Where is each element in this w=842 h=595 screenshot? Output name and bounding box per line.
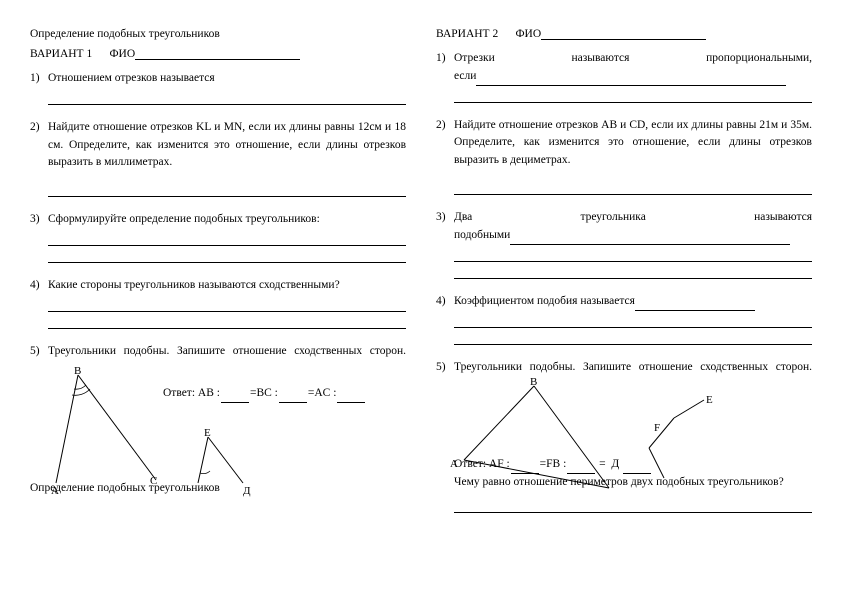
variant-label: ВАРИАНТ 2 [436,28,498,40]
q1-text: Отношением отрезков называется [48,72,215,84]
answer-line[interactable] [454,182,812,195]
variant-header: ВАРИАНТ 2 ФИО [436,28,812,40]
q1-line1: Отрезки называются пропорциональными, [454,50,812,68]
answer-mid2: =AC : [308,387,337,399]
variant-header: ВАРИАНТ 1 ФИО [30,48,406,60]
question-list: 1) Отрезки называются пропорциональными,… [436,50,812,523]
q5-number: 5) [30,343,40,361]
q2-text: Найдите отношение отрезков KL и MN, если… [48,121,406,169]
vertex-d: Д [611,458,619,470]
answer-line[interactable] [454,315,812,328]
q3-number: 3) [30,211,40,229]
answer-line[interactable] [48,233,406,246]
q2-number: 2) [436,117,446,135]
q3-tail: подобными [454,229,510,241]
triangles-svg [48,365,268,490]
question-4: 4) Коэффициентом подобия называется [454,293,812,345]
answer-label: Ответ: AB : [163,387,220,399]
answer-mid1: =BC : [250,387,278,399]
fio-blank[interactable] [135,59,300,60]
question-3: 3) Два треугольника называются подобными [454,209,812,279]
answer-line[interactable] [454,332,812,345]
blank[interactable] [279,392,307,403]
vertex-b: B [530,374,537,391]
vertex-d: Д [243,483,251,500]
answer-line[interactable] [454,90,812,103]
question-1: 1) Отрезки называются пропорциональными,… [454,50,812,103]
question-4: 4) Какие стороны треугольников называютс… [48,277,406,329]
answer-line[interactable] [454,266,812,279]
fio-label: ФИО [109,48,135,60]
answer-mid1: =FB : [540,458,567,470]
answer-eq: = [599,458,606,470]
vertex-b: B [74,363,81,380]
q4-number: 4) [436,293,446,311]
vertex-e: E [204,425,211,442]
q4-number: 4) [30,277,40,295]
variant-1-column: Определение подобных треугольников ВАРИА… [30,28,406,580]
question-5: 5) Треугольники подобны. Запишите отноше… [48,343,406,490]
q1-number: 1) [436,50,446,68]
q3-line1: Два треугольника называются [454,209,812,227]
q5-text: Треугольники подобны. Запишите отношение… [48,343,406,361]
answer-line[interactable] [476,75,786,86]
q3-number: 3) [436,209,446,227]
vertex-f: F [654,420,660,437]
answer-line[interactable] [48,299,406,312]
answer-line[interactable] [454,249,812,262]
perimeter-question: Чему равно отношение периметров двух под… [454,474,812,492]
fio-label: ФИО [515,28,541,40]
q1-tail: если [454,70,476,82]
q5-number: 5) [436,359,446,377]
answer-label: Ответ: AF : [454,458,510,470]
question-2: 2) Найдите отношение отрезков KL и MN, е… [48,119,406,197]
question-list: 1) Отношением отрезков называется 2) Най… [30,70,406,490]
q4-text: Какие стороны треугольников называются с… [48,279,340,291]
q5-text: Треугольники подобны. Запишите отношение… [454,359,812,377]
fio-blank[interactable] [541,39,706,40]
answer-line[interactable] [48,250,406,263]
q3-text: Сформулируйте определение подобных треуг… [48,213,320,225]
blank[interactable] [221,392,249,403]
answer-line[interactable] [454,500,812,513]
blank[interactable] [567,463,595,474]
answer-line[interactable] [48,316,406,329]
triangle-diagram: B A C E Д Ответ: AB :=BC :=AC : Определе… [48,365,406,490]
q2-number: 2) [30,119,40,137]
question-1: 1) Отношением отрезков называется [48,70,406,105]
vertex-e: E [706,392,713,409]
blank[interactable] [337,392,365,403]
answer-formula: Ответ: AB : =BC : =AC : [163,385,366,403]
answer-line[interactable] [48,92,406,105]
triangle-diagram: B A E F Ответ: AF :=FB : = Д Чему равно … [454,378,812,523]
question-3: 3) Сформулируйте определение подобных тр… [48,211,406,263]
question-2: 2) Найдите отношение отрезков AB и CD, е… [454,117,812,195]
variant-label: ВАРИАНТ 1 [30,48,92,60]
footer-title: Определение подобных треугольников [30,480,220,498]
q2-text: Найдите отношение отрезков AB и CD, если… [454,119,812,167]
answer-line[interactable] [635,300,755,311]
answer-line[interactable] [48,184,406,197]
q4-text: Коэффициентом подобия называется [454,295,635,307]
question-5: 5) Треугольники подобны. Запишите отноше… [454,359,812,524]
variant-2-column: ВАРИАНТ 2 ФИО 1) Отрезки называются проп… [436,28,812,580]
worksheet-title: Определение подобных треугольников [30,28,406,40]
blank[interactable] [623,463,651,474]
answer-block: Ответ: AF : =FB : = Д Чему равно отношени… [454,456,812,513]
answer-line[interactable] [510,234,790,245]
q1-number: 1) [30,70,40,88]
blank[interactable] [511,463,539,474]
